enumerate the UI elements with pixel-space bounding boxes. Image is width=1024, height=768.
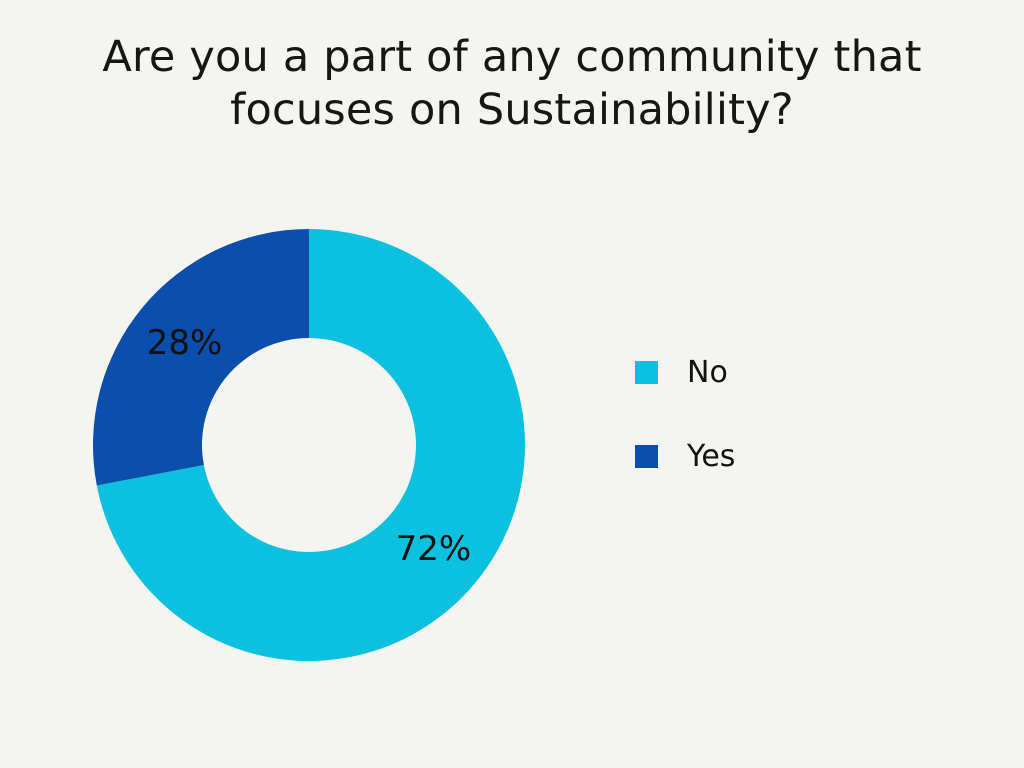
legend-item-no: No: [635, 355, 735, 390]
legend-label-no: No: [687, 355, 728, 390]
donut-slice-yes: [92, 229, 309, 486]
donut-chart-svg: 72% 28%: [92, 229, 525, 661]
donut-slice-no: [96, 229, 525, 661]
legend-item-yes: Yes: [635, 439, 735, 474]
donut-chart: 72% 28%: [89, 225, 529, 665]
legend-swatch-yes: [635, 445, 658, 468]
chart-title: Are you a part of any community that foc…: [102, 32, 922, 135]
slice-label-yes: 28%: [147, 323, 223, 363]
legend-swatch-no: [635, 361, 658, 384]
chart-legend: No Yes: [635, 355, 735, 474]
legend-label-yes: Yes: [687, 439, 736, 474]
slice-label-no: 72%: [396, 529, 472, 569]
